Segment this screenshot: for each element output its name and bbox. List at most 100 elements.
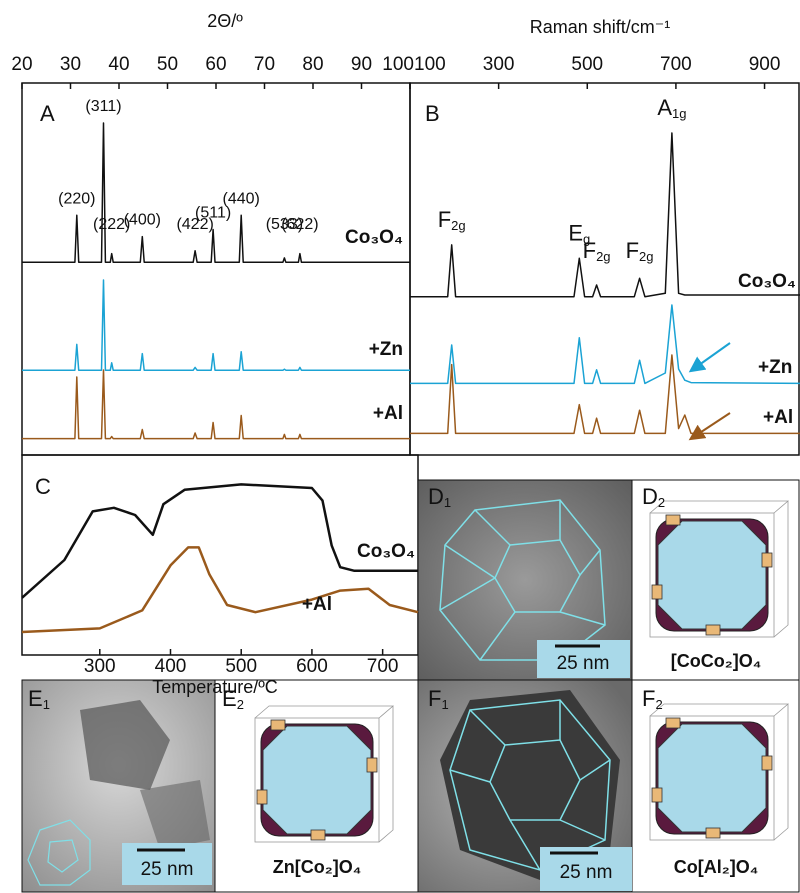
peak-label-main: A	[657, 95, 672, 120]
peak-label-main: F	[583, 238, 596, 263]
particle	[80, 700, 170, 790]
series-label: +Al	[763, 407, 793, 428]
x-axis-title: 2Θ/º	[207, 11, 243, 31]
series-line	[22, 279, 410, 371]
panel-letter-sub: 1	[444, 495, 451, 510]
peak-label-main: (311)	[85, 98, 121, 115]
series-label: +Al	[302, 594, 332, 615]
peak-label-sub: 2g	[451, 218, 465, 233]
series-line	[22, 369, 410, 440]
peak-label-main: (400)	[124, 212, 161, 229]
panel-letter: E2	[222, 686, 244, 713]
panel-letter: C	[35, 474, 51, 499]
peak-label-sub: 2g	[639, 249, 653, 264]
x-tick-label: 20	[11, 54, 32, 75]
series-line	[21, 546, 419, 634]
x-tick-label: 300	[84, 656, 116, 677]
x-tick-label: 500	[571, 54, 603, 75]
panel-letter: F2	[642, 686, 663, 713]
arrow	[688, 412, 731, 441]
panel-letter: A	[40, 101, 55, 126]
x-tick-label: 60	[205, 54, 226, 75]
peak-label: F2g	[438, 207, 466, 234]
peak-label: Eg	[568, 220, 590, 247]
series-label: +Zn	[369, 339, 403, 360]
panel-letter-sub: 1	[441, 697, 448, 712]
scale-label: 25 nm	[557, 653, 610, 674]
series-label: Co₃O₄	[738, 271, 796, 292]
peak-label: (311)	[85, 98, 121, 115]
x-tick-label: 500	[225, 656, 257, 677]
panel-letter-main: E	[28, 686, 43, 711]
peak-label: (400)	[124, 212, 161, 229]
x-tick-label: 900	[749, 54, 781, 75]
series-line	[410, 304, 800, 385]
peak-label: (622)	[281, 216, 318, 233]
caption: Co[Al₂]O₄	[674, 857, 759, 877]
peak-label-main: F	[438, 207, 451, 232]
panel-letter: B	[425, 101, 440, 126]
x-tick-label: 40	[108, 54, 129, 75]
scale-label: 25 nm	[560, 862, 613, 883]
peak-label: (440)	[223, 191, 260, 208]
x-tick-label: 70	[254, 54, 275, 75]
peak-label-main: (533)	[266, 216, 303, 233]
image-panels: 25 nm 25 nm 25 nm [CoCo₂]O₄ Zn[Co₂]O₄ Co…	[21, 479, 800, 893]
series-label: +Al	[373, 403, 403, 424]
x-tick-label: 90	[351, 54, 372, 75]
peak-label-main: (622)	[281, 216, 318, 233]
peak-label-main: (220)	[58, 191, 95, 208]
panel-letter: F1	[428, 686, 449, 713]
panel-letter-sub: 2	[658, 495, 665, 510]
x-tick-label: 50	[157, 54, 178, 75]
x-tick-label: 100	[382, 54, 414, 75]
particle	[140, 780, 210, 850]
panel-letter-main: F	[428, 686, 441, 711]
peak-label-sub: g	[583, 232, 590, 247]
panel-letter-sub: 2	[655, 697, 662, 712]
peak-label-sub: 1g	[672, 106, 686, 121]
panel-a-frame	[21, 82, 411, 456]
peak-label: F2g	[583, 238, 611, 265]
x-tick-label: 400	[155, 656, 187, 677]
panel-letter-main: F	[642, 686, 655, 711]
x-tick-label: 600	[296, 656, 328, 677]
series-label: Co₃O₄	[357, 541, 415, 562]
peak-label: (511)	[195, 205, 231, 222]
series-line	[410, 132, 800, 298]
series-label: +Zn	[758, 357, 792, 378]
x-axis-title: Temperature/ºC	[152, 677, 278, 697]
panel-letter: E1	[28, 686, 50, 713]
peak-label-main: E	[568, 220, 583, 245]
x-tick-label: 30	[60, 54, 81, 75]
panel-letter-main: E	[222, 686, 237, 711]
particle	[440, 690, 620, 880]
arrow	[688, 342, 731, 373]
panel-letter: D1	[428, 484, 451, 511]
series-line	[22, 122, 410, 263]
peak-label-main: (422)	[176, 216, 213, 233]
peak-label: (222)	[93, 216, 130, 233]
panel-letter-sub: 1	[43, 697, 50, 712]
peak-label-main: (222)	[93, 216, 130, 233]
x-tick-label: 700	[660, 54, 692, 75]
peak-label: A1g	[657, 95, 686, 122]
panel-letter: D2	[642, 484, 665, 511]
panel-b-frame	[409, 82, 800, 456]
x-tick-label: 300	[483, 54, 515, 75]
peak-label: (422)	[176, 216, 213, 233]
series-line	[21, 483, 418, 599]
wireframe	[27, 819, 91, 886]
caption: [CoCo₂]O₄	[671, 651, 762, 671]
x-tick-label: 80	[302, 54, 323, 75]
panel-letter-main: D	[642, 484, 658, 509]
peak-label: (533)	[266, 216, 303, 233]
series-line	[410, 354, 800, 435]
peak-label: F2g	[626, 238, 654, 265]
peak-label-main: (511)	[195, 205, 231, 222]
x-tick-label: 700	[367, 656, 399, 677]
peak-label-main: (440)	[223, 191, 260, 208]
panel-letter-main: D	[428, 484, 444, 509]
x-axis-title: Raman shift/cm⁻¹	[530, 17, 671, 37]
